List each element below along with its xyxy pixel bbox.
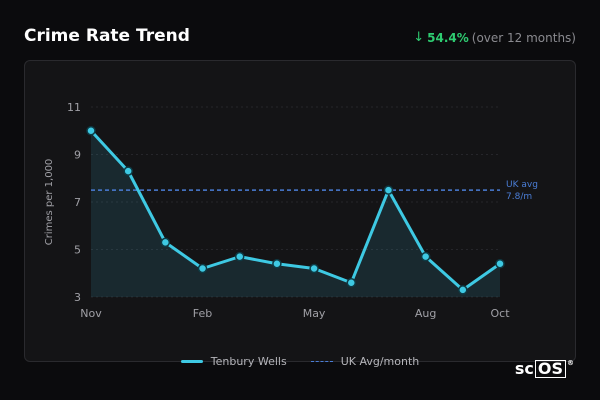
legend-series-label: Tenbury Wells <box>210 355 287 368</box>
data-point <box>234 251 245 262</box>
trend-note: (over 12 months) <box>471 30 576 45</box>
data-point <box>309 263 319 274</box>
data-point <box>123 166 133 176</box>
y-tick-label: 5 <box>74 244 81 257</box>
brand-logo: sc OS ® <box>515 359 574 378</box>
x-tick-label: May <box>303 307 326 320</box>
legend-reference-label: UK Avg/month <box>340 355 420 368</box>
data-point <box>160 237 171 248</box>
data-point <box>272 259 282 269</box>
brand-prefix: sc <box>514 359 534 378</box>
x-tick-label: Aug <box>415 307 436 320</box>
y-tick-label: 7 <box>74 196 81 209</box>
y-tick-label: 11 <box>67 101 81 114</box>
data-point <box>383 185 394 195</box>
data-point <box>346 278 357 288</box>
brand-box: OS <box>534 359 566 378</box>
data-point <box>197 263 208 274</box>
chart-title: Crime Rate Trend <box>24 26 190 46</box>
trend-summary: ↓ 54.4% (over 12 months) <box>413 30 576 45</box>
y-tick-label: 9 <box>74 149 81 162</box>
trend-percentage: 54.4% <box>427 30 469 45</box>
y-axis-label: Crimes per 1,000 <box>44 159 55 246</box>
data-point <box>86 126 96 136</box>
series-swatch <box>180 360 203 363</box>
reference-value-label: 7.8/m <box>506 192 532 202</box>
series-area <box>91 130 500 297</box>
y-tick-label: 3 <box>74 291 81 304</box>
down-arrow-icon: ↓ <box>413 30 425 45</box>
x-tick-label: Oct <box>490 307 510 320</box>
x-tick-label: Feb <box>193 307 212 320</box>
chart-card <box>24 60 576 362</box>
data-point <box>458 285 468 295</box>
reference-label: UK avg <box>506 180 538 190</box>
data-point <box>495 259 505 269</box>
series-line <box>89 129 502 292</box>
data-point <box>420 251 431 262</box>
legend-item-reference[interactable]: UK Avg/month <box>310 355 420 368</box>
chart-legend: Tenbury Wells UK Avg/month <box>0 355 600 368</box>
x-tick-label: Nov <box>80 307 102 320</box>
reference-swatch <box>310 361 333 362</box>
brand-mark: ® <box>567 359 574 367</box>
legend-item-series[interactable]: Tenbury Wells <box>180 355 287 368</box>
